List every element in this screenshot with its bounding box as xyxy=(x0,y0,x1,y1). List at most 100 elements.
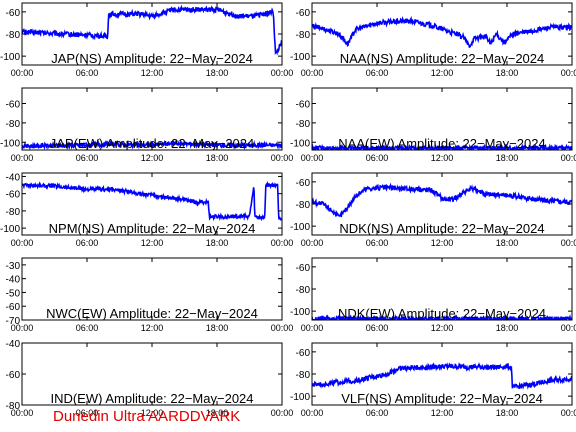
x-tick-label: 06:00 xyxy=(366,238,389,248)
data-trace xyxy=(312,362,572,390)
y-tick-label: -60 xyxy=(6,370,21,381)
y-tick-label: -60 xyxy=(6,8,21,19)
y-tick-label: -60 xyxy=(296,178,311,189)
y-tick-label: -40 xyxy=(6,172,21,183)
panel-title: NAA(EW) Amplitude: 22−May−2024 xyxy=(338,136,545,151)
y-tick-label: -80 xyxy=(296,119,311,130)
x-tick-label: 12:00 xyxy=(141,323,164,333)
panel-title: VLF(NS) Amplitude: 22−May−2024 xyxy=(341,391,543,406)
x-tick-label: 00:00 xyxy=(271,238,294,248)
y-tick-label: -60 xyxy=(296,348,311,359)
y-tick-label: -100 xyxy=(290,307,310,318)
data-trace xyxy=(22,181,282,222)
x-tick-label: 18:00 xyxy=(496,153,519,163)
x-tick-label: 12:00 xyxy=(431,153,454,163)
y-tick-label: -60 xyxy=(6,302,21,313)
x-tick-label: 06:00 xyxy=(76,238,99,248)
y-tick-label: -60 xyxy=(296,100,311,111)
panel-title: NWC(EW) Amplitude: 22−May−2024 xyxy=(46,306,258,321)
y-tick-label: -100 xyxy=(290,52,310,63)
x-tick-label: 18:00 xyxy=(496,68,519,78)
y-tick-label: -100 xyxy=(290,222,310,233)
x-tick-label: 06:00 xyxy=(76,408,99,418)
data-trace xyxy=(22,139,282,150)
x-tick-label: 12:00 xyxy=(141,153,164,163)
y-tick-label: -100 xyxy=(290,392,310,403)
y-tick-label: -100 xyxy=(0,224,20,235)
x-tick-label: 18:00 xyxy=(206,408,229,418)
x-tick-label: 00:00 xyxy=(271,408,294,418)
x-tick-label: 00:00 xyxy=(301,68,324,78)
x-tick-label: 12:00 xyxy=(431,68,454,78)
x-tick-label: 06:00 xyxy=(366,153,389,163)
panel-title: NDK(NS) Amplitude: 22−May−2024 xyxy=(339,221,544,236)
y-tick-label: -60 xyxy=(296,8,311,19)
x-tick-label: 12:00 xyxy=(141,408,164,418)
x-tick-label: 00:00 xyxy=(301,153,324,163)
x-tick-label: 12:00 xyxy=(431,238,454,248)
y-tick-label: -100 xyxy=(290,138,310,149)
x-tick-label: 00:00 xyxy=(561,68,576,78)
x-tick-label: 00:00 xyxy=(301,408,324,418)
panel-title: NPM(NS) Amplitude: 22−May−2024 xyxy=(49,221,256,236)
y-tick-label: -60 xyxy=(6,190,21,201)
x-tick-label: 12:00 xyxy=(141,68,164,78)
y-tick-label: -60 xyxy=(6,100,21,111)
x-tick-label: 12:00 xyxy=(141,238,164,248)
y-tick-label: -80 xyxy=(296,200,311,211)
y-tick-label: -80 xyxy=(6,30,21,41)
x-tick-label: 18:00 xyxy=(206,153,229,163)
y-tick-label: -80 xyxy=(296,370,311,381)
x-tick-label: 00:00 xyxy=(11,153,34,163)
x-tick-label: 12:00 xyxy=(431,408,454,418)
x-tick-label: 00:00 xyxy=(561,408,576,418)
data-trace xyxy=(22,4,282,56)
y-tick-label: -60 xyxy=(296,263,311,274)
x-tick-label: 00:00 xyxy=(561,153,576,163)
y-tick-label: -80 xyxy=(296,30,311,41)
x-tick-label: 06:00 xyxy=(366,408,389,418)
panel-title: NDK(EW) Amplitude: 22−May−2024 xyxy=(338,306,546,321)
x-tick-label: 18:00 xyxy=(206,238,229,248)
x-tick-label: 12:00 xyxy=(431,323,454,333)
y-tick-label: -80 xyxy=(6,119,21,130)
x-tick-label: 18:00 xyxy=(206,68,229,78)
x-tick-label: 06:00 xyxy=(76,153,99,163)
x-tick-label: 18:00 xyxy=(496,238,519,248)
y-tick-label: -40 xyxy=(6,275,21,286)
x-tick-label: 00:00 xyxy=(11,408,34,418)
y-tick-label: -40 xyxy=(6,339,21,350)
x-tick-label: 00:00 xyxy=(271,323,294,333)
panel-title: IND(EW) Amplitude: 22−May−2024 xyxy=(50,391,253,406)
x-tick-label: 00:00 xyxy=(11,238,34,248)
y-tick-label: -100 xyxy=(0,52,20,63)
panel-title: JAP(NS) Amplitude: 22−May−2024 xyxy=(51,51,253,66)
x-tick-label: 00:00 xyxy=(11,323,34,333)
x-tick-label: 00:00 xyxy=(561,323,576,333)
x-tick-label: 18:00 xyxy=(496,323,519,333)
x-tick-label: 06:00 xyxy=(366,323,389,333)
panel-title: JAP(EW) Amplitude: 22−May−2024 xyxy=(50,136,255,151)
y-tick-label: -80 xyxy=(296,285,311,296)
y-tick-label: -80 xyxy=(6,401,21,412)
x-tick-label: 00:00 xyxy=(271,153,294,163)
x-tick-label: 18:00 xyxy=(496,408,519,418)
y-tick-label: -50 xyxy=(6,288,21,299)
y-tick-label: -100 xyxy=(0,138,20,149)
y-tick-label: -80 xyxy=(6,207,21,218)
x-tick-label: 00:00 xyxy=(561,238,576,248)
data-trace xyxy=(312,15,572,48)
x-tick-label: 06:00 xyxy=(76,68,99,78)
footer-label: Dunedin Ultra AARDDVARK xyxy=(53,408,241,425)
x-tick-label: 00:00 xyxy=(301,238,324,248)
x-tick-label: 06:00 xyxy=(366,68,389,78)
x-tick-label: 18:00 xyxy=(206,323,229,333)
data-trace xyxy=(312,182,572,218)
x-tick-label: 00:00 xyxy=(301,323,324,333)
x-tick-label: 06:00 xyxy=(76,323,99,333)
y-tick-label: -70 xyxy=(6,316,21,327)
y-tick-label: -30 xyxy=(6,261,21,272)
x-tick-label: 00:00 xyxy=(11,68,34,78)
panel-title: NAA(NS) Amplitude: 22−May−2024 xyxy=(340,51,545,66)
